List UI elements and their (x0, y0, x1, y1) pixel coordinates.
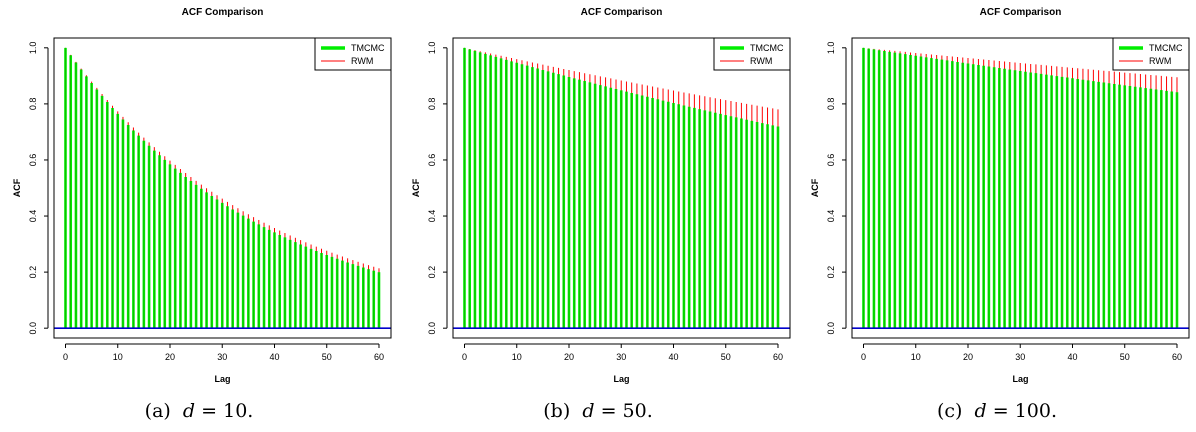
chart-title: ACF Comparison (980, 7, 1062, 18)
x-tick-label: 60 (374, 352, 384, 362)
legend-box (713, 37, 791, 71)
x-tick-label: 40 (1067, 352, 1077, 362)
y-tick-label: 0.4 (826, 210, 836, 223)
y-axis-label: ACF (12, 178, 22, 197)
caption-label: (b) (543, 400, 571, 422)
x-tick-label: 30 (1015, 352, 1025, 362)
x-axis-label: Lag (214, 374, 230, 384)
caption-c: (c) d = 100. (798, 400, 1196, 422)
legend-label-rwm: RWM (750, 56, 772, 66)
y-tick-label: 1.0 (28, 42, 38, 55)
x-tick-label: 20 (165, 352, 175, 362)
legend-label-tmcmc: TMCMC (1149, 43, 1183, 53)
legend-box (314, 37, 392, 71)
y-axis-label: ACF (411, 178, 421, 197)
caption-b: (b) d = 50. (399, 400, 797, 422)
y-tick-label: 0.0 (28, 322, 38, 335)
x-tick-label: 0 (462, 352, 467, 362)
x-tick-label: 0 (63, 352, 68, 362)
chart-panel-b: ACF Comparison 0 10 20 30 40 50 60 0.0 0.2 0.4 0.6 0… (399, 0, 797, 432)
x-tick-label: 20 (564, 352, 574, 362)
plot-frame (851, 37, 1190, 339)
caption-math: d (582, 400, 595, 422)
x-tick-label: 50 (1120, 352, 1130, 362)
acf-chart-a: ACF Comparison 0 10 20 30 40 50 60 0.0 0.2 0.4 0.6 0… (12, 7, 392, 384)
y-tick-label: 0.8 (427, 98, 437, 111)
y-tick-label: 1.0 (826, 42, 836, 55)
chart-panel-a: ACF Comparison 0 10 20 30 40 50 60 0.0 0.2 0.4 0.6 0… (0, 0, 398, 432)
y-tick-label: 0.6 (427, 154, 437, 167)
x-tick-label: 60 (1172, 352, 1182, 362)
y-tick-label: 0.2 (28, 266, 38, 279)
x-tick-label: 30 (217, 352, 227, 362)
acf-chart-c: ACF Comparison 0 10 20 30 40 50 60 0.0 0.2 0.4 0.6 0… (810, 7, 1190, 384)
caption-value: = 100. (992, 400, 1058, 422)
x-tick-label: 10 (512, 352, 522, 362)
x-tick-label: 0 (861, 352, 866, 362)
y-tick-label: 0.0 (427, 322, 437, 335)
plot-frame (53, 37, 392, 339)
y-tick-label: 0.2 (427, 266, 437, 279)
y-tick-label: 0.6 (28, 154, 38, 167)
legend-label-tmcmc: TMCMC (750, 43, 784, 53)
y-tick-label: 0.8 (826, 98, 836, 111)
legend-label-rwm: RWM (1149, 56, 1171, 66)
x-tick-label: 10 (113, 352, 123, 362)
x-tick-label: 50 (322, 352, 332, 362)
caption-label: (c) (936, 400, 963, 422)
chart-panel-c: ACF Comparison 0 10 20 30 40 50 60 0.0 0.2 0.4 0.6 0… (798, 0, 1196, 432)
caption-math: d (182, 400, 196, 422)
legend-label-rwm: RWM (351, 56, 373, 66)
caption-value: = 50. (600, 400, 653, 422)
x-tick-label: 40 (269, 352, 279, 362)
x-tick-label: 50 (721, 352, 731, 362)
x-tick-label: 40 (668, 352, 678, 362)
acf-chart-b: ACF Comparison 0 10 20 30 40 50 60 0.0 0.2 0.4 0.6 0… (411, 7, 791, 384)
y-tick-label: 0.6 (826, 154, 836, 167)
y-tick-label: 0.0 (826, 322, 836, 335)
y-tick-label: 0.4 (427, 210, 437, 223)
caption-label: (a) (144, 400, 171, 422)
plot-frame (452, 37, 791, 339)
x-tick-label: 10 (911, 352, 921, 362)
caption-math: d (974, 400, 987, 422)
x-tick-label: 30 (616, 352, 626, 362)
legend-box (1112, 37, 1190, 71)
x-axis-label: Lag (613, 374, 629, 384)
chart-title: ACF Comparison (182, 7, 264, 18)
chart-title: ACF Comparison (581, 7, 663, 18)
x-tick-label: 60 (773, 352, 783, 362)
y-tick-label: 0.2 (826, 266, 836, 279)
x-axis-label: Lag (1012, 374, 1028, 384)
x-tick-label: 20 (963, 352, 973, 362)
caption-value: = 10. (201, 400, 254, 422)
caption-a: (a) d = 10. (0, 400, 398, 422)
legend-label-tmcmc: TMCMC (351, 43, 385, 53)
y-tick-label: 0.8 (28, 98, 38, 111)
y-axis-label: ACF (810, 178, 820, 197)
y-tick-label: 1.0 (427, 42, 437, 55)
y-tick-label: 0.4 (28, 210, 38, 223)
